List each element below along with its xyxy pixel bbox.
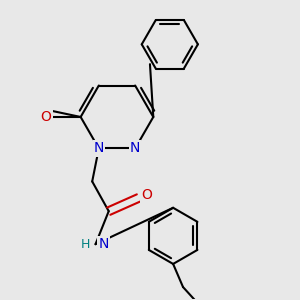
- Text: O: O: [141, 188, 152, 202]
- Text: N: N: [99, 237, 109, 251]
- Text: O: O: [40, 110, 51, 124]
- Text: N: N: [94, 141, 104, 155]
- Text: N: N: [130, 141, 140, 155]
- Text: H: H: [81, 238, 90, 251]
